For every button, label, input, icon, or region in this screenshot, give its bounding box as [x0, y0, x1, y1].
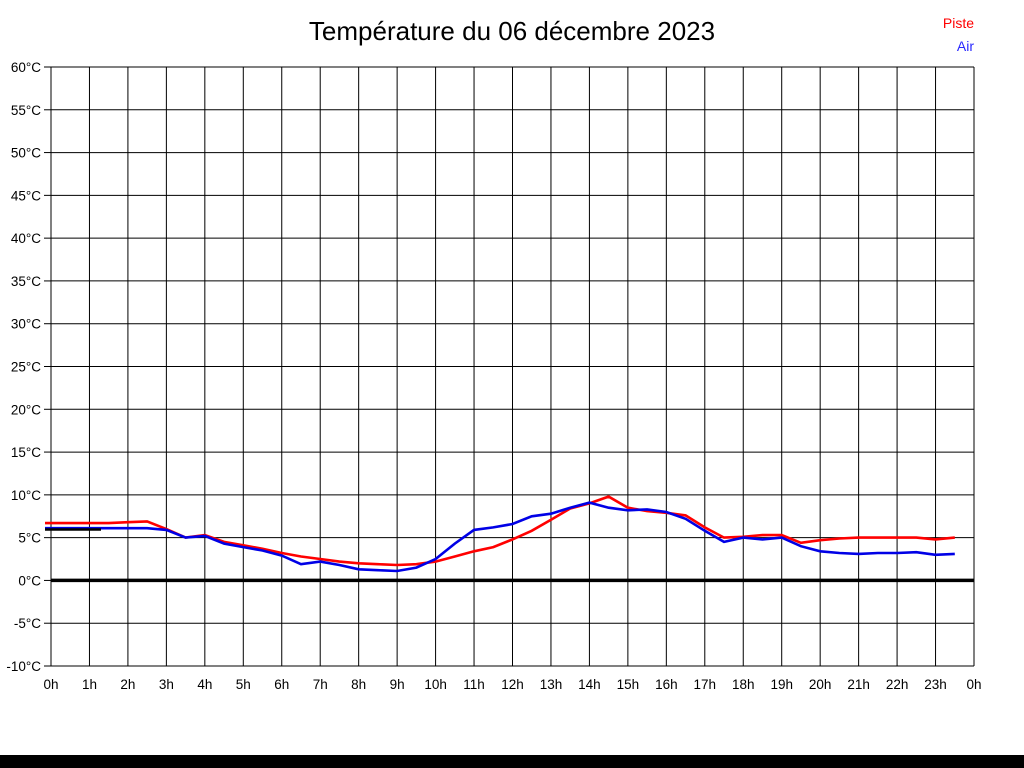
x-axis-label: 14h [578, 677, 601, 692]
x-axis-label: 20h [809, 677, 832, 692]
x-axis-label: 4h [197, 677, 212, 692]
y-axis-label: 25°C [11, 360, 41, 375]
x-axis-label: 7h [313, 677, 328, 692]
y-axis-label: 35°C [11, 274, 41, 289]
y-axis-label: -10°C [6, 659, 41, 674]
x-axis-label: 10h [424, 677, 447, 692]
y-axis-label: 45°C [11, 188, 41, 203]
x-axis-label: 5h [236, 677, 251, 692]
x-axis-label: 0h [43, 677, 58, 692]
y-axis-label: 40°C [11, 231, 41, 246]
x-axis-label: 1h [82, 677, 97, 692]
legend-item-air: Air [956, 38, 974, 54]
x-axis-label: 18h [732, 677, 755, 692]
y-axis-label: 50°C [11, 146, 41, 161]
air-line [45, 501, 955, 573]
y-axis-label: 5°C [18, 531, 41, 546]
y-axis-label: 55°C [11, 103, 41, 118]
x-axis-label: 3h [159, 677, 174, 692]
x-axis-label: 21h [847, 677, 870, 692]
y-axis-label: 10°C [11, 488, 41, 503]
x-axis-label: 19h [770, 677, 793, 692]
x-axis-label: 9h [390, 677, 405, 692]
x-axis-label: 2h [120, 677, 135, 692]
y-axis-label: 60°C [11, 60, 41, 75]
piste-line [45, 495, 955, 567]
x-axis-label: 17h [694, 677, 717, 692]
x-axis-label: 16h [655, 677, 678, 692]
chart-title: Température du 06 décembre 2023 [308, 16, 716, 46]
bottom-black-bar [0, 755, 1024, 768]
x-axis-label: 15h [617, 677, 640, 692]
x-axis-label: 22h [886, 677, 909, 692]
y-axis-label: -5°C [14, 616, 41, 631]
x-axis-label: 12h [501, 677, 524, 692]
chart-legend: Piste Air [943, 12, 974, 58]
x-axis-label: 13h [540, 677, 563, 692]
x-axis-label: 23h [924, 677, 947, 692]
y-axis-label: 20°C [11, 402, 41, 417]
y-axis-label: 15°C [11, 445, 41, 460]
x-axis-label: 6h [274, 677, 289, 692]
x-axis-label: 0h [966, 677, 981, 692]
x-axis-label: 11h [463, 677, 485, 692]
y-axis-label: 0°C [18, 573, 41, 588]
legend-item-piste: Piste [942, 15, 974, 31]
y-axis-label: 30°C [11, 317, 41, 332]
x-axis-label: 8h [351, 677, 366, 692]
